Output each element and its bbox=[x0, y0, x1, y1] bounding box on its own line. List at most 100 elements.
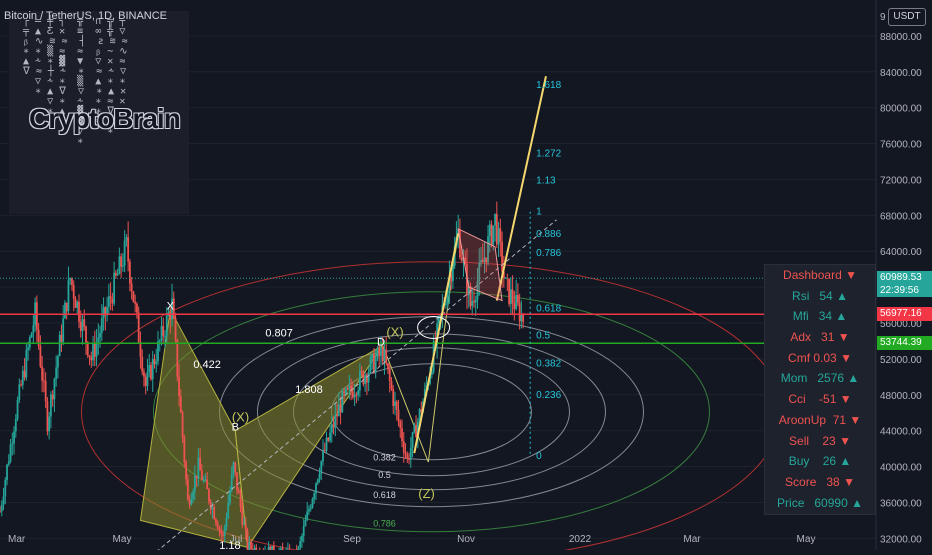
candle-body bbox=[306, 511, 308, 520]
candle-body bbox=[41, 366, 43, 380]
currency-button[interactable]: USDT bbox=[888, 8, 926, 26]
dashboard-row-label: Rsi 54 bbox=[792, 289, 833, 303]
x-tick-label: Nov bbox=[457, 534, 475, 545]
logo-panel: ┌ ═ ╪ ┐ ╦ ∩ ╦ ┬ ╤ ▲ Ƹ ✕ ≡ ∞ ╬ ▽ ᵦ ∿ ≋ ≈ … bbox=[9, 11, 189, 214]
candle-body bbox=[364, 376, 366, 384]
candle-body bbox=[154, 359, 156, 364]
dashboard-row: Cci -51 ▼ bbox=[765, 389, 875, 410]
candle-body bbox=[222, 534, 224, 536]
candle-body bbox=[315, 483, 317, 493]
candle-body bbox=[32, 325, 34, 333]
candle-body bbox=[45, 381, 47, 401]
candle-body bbox=[155, 362, 157, 365]
dashboard-row-label: Buy 26 bbox=[789, 454, 836, 468]
dashboard-row-label: Mom 2576 bbox=[781, 371, 844, 385]
candle-body bbox=[152, 359, 154, 379]
candle-body bbox=[175, 318, 177, 340]
candle-body bbox=[491, 224, 493, 244]
candle-body bbox=[73, 285, 75, 299]
candle-body bbox=[357, 390, 359, 395]
dashboard-row: Mfi 34 ▲ bbox=[765, 306, 875, 327]
x-tick-label: Mar bbox=[683, 534, 701, 545]
candle-body bbox=[329, 432, 331, 440]
candle-body bbox=[371, 354, 373, 358]
candle-body bbox=[31, 333, 33, 337]
candle-body bbox=[238, 490, 240, 493]
candle-body bbox=[99, 333, 101, 338]
candle-body bbox=[61, 335, 63, 342]
dashboard-row: Price 60990 ▲ bbox=[765, 493, 875, 514]
candle-body bbox=[336, 414, 338, 416]
dashboard-row-label: Sell 23 bbox=[789, 434, 836, 448]
fib-level-label: 0.5 bbox=[536, 331, 550, 342]
candle-body bbox=[271, 546, 273, 550]
fib-level-label: 0.886 bbox=[536, 229, 561, 240]
candle-body bbox=[176, 340, 178, 377]
candle-body bbox=[461, 257, 463, 260]
candle-body bbox=[415, 425, 417, 437]
candle-body bbox=[231, 474, 233, 491]
candle-body bbox=[410, 448, 412, 460]
candle-body bbox=[0, 511, 1, 512]
candle-body bbox=[406, 454, 408, 458]
candle-body bbox=[240, 493, 242, 507]
candle-body bbox=[203, 480, 205, 481]
candle-body bbox=[227, 503, 229, 518]
candle-body bbox=[236, 472, 238, 490]
fib-level-label: 1.13 bbox=[536, 175, 556, 186]
candle-body bbox=[85, 327, 87, 343]
dashboard-row-label: Dashboard bbox=[783, 268, 842, 282]
candle-body bbox=[43, 381, 45, 382]
candle-body bbox=[250, 542, 252, 549]
candle-body bbox=[401, 428, 403, 441]
candle-body bbox=[25, 350, 27, 378]
candle-body bbox=[331, 424, 333, 432]
candle-body bbox=[343, 391, 345, 393]
candle-body bbox=[92, 344, 94, 361]
candle-body bbox=[347, 388, 349, 389]
candle-body bbox=[338, 405, 340, 417]
candle-body bbox=[18, 384, 20, 400]
candle-body bbox=[498, 228, 500, 244]
candle-body bbox=[248, 542, 250, 550]
dashboard-row-label: Mfi 34 bbox=[793, 309, 832, 323]
candle-body bbox=[327, 438, 329, 441]
fib-level-label: 1.272 bbox=[536, 148, 561, 159]
fib-level-label: 1 bbox=[536, 207, 542, 218]
candle-body bbox=[413, 425, 415, 433]
candle-body bbox=[201, 470, 203, 480]
candle-body bbox=[111, 299, 113, 304]
pattern-point-label: D bbox=[377, 336, 385, 348]
candle-body bbox=[90, 357, 92, 361]
candle-body bbox=[224, 527, 226, 536]
logo-text: CryptoBrain bbox=[29, 103, 180, 135]
candle-body bbox=[78, 302, 80, 322]
candle-body bbox=[50, 395, 52, 417]
candle-body bbox=[243, 524, 245, 525]
arrow-down-icon: ▼ bbox=[836, 434, 851, 448]
y-tick-label: 32000.00 bbox=[880, 534, 922, 545]
fib-level-label: 0.236 bbox=[536, 390, 561, 401]
candle-body bbox=[66, 303, 68, 311]
arrow-up-icon: ▲ bbox=[832, 309, 847, 323]
candle-body bbox=[62, 318, 64, 342]
candle-body bbox=[445, 303, 447, 305]
candle-body bbox=[303, 526, 305, 536]
candle-body bbox=[220, 529, 222, 533]
candle-body bbox=[359, 371, 361, 391]
candle-body bbox=[213, 507, 215, 519]
candle-body bbox=[187, 479, 189, 500]
dashboard-row: Adx 31 ▼ bbox=[765, 327, 875, 348]
candle-body bbox=[140, 342, 142, 357]
arrow-down-icon: ▼ bbox=[836, 392, 851, 406]
dashboard-row: Dashboard ▼ bbox=[765, 265, 875, 286]
candle-body bbox=[94, 344, 96, 357]
dashboard-row: Cmf 0.03 ▼ bbox=[765, 348, 875, 369]
candle-body bbox=[341, 391, 343, 412]
candle-body bbox=[215, 519, 217, 523]
candle-body bbox=[512, 289, 514, 303]
candle-body bbox=[373, 354, 375, 373]
fib-level-label: 1.618 bbox=[536, 80, 561, 91]
symbol-title[interactable]: Bitcoin / TetherUS, 1D, BINANCE bbox=[4, 10, 167, 22]
candle-body bbox=[501, 242, 503, 272]
